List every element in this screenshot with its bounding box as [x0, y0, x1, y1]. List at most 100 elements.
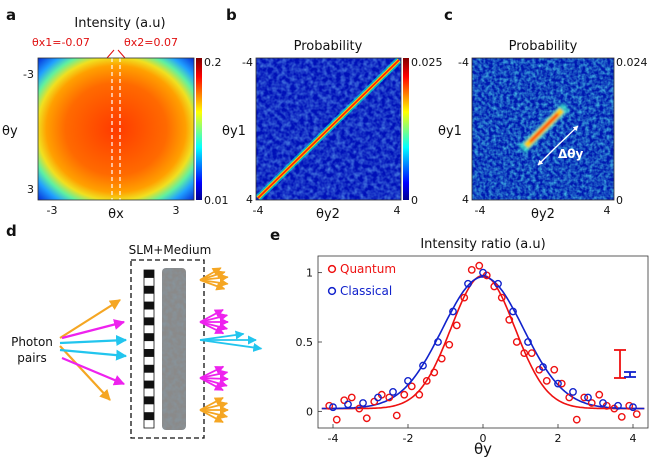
panel-letter-d: d — [6, 222, 17, 240]
panel-c-cbar-max: 0.024 — [616, 56, 648, 69]
panel-a-title: Intensity (a.u) — [74, 16, 165, 31]
data-point-classical — [419, 361, 427, 370]
panel-b-xlabel: θy2 — [316, 207, 340, 222]
data-point-classical — [569, 388, 577, 396]
incoming-beam-orange — [59, 345, 111, 401]
data-point-quantum — [370, 397, 379, 406]
slm-pixel — [144, 364, 154, 373]
theta-x2-label: θx2=0.07 — [124, 36, 178, 49]
legend-label-quantum: Quantum — [340, 262, 396, 276]
data-point-classical — [599, 399, 607, 407]
x-tick-label: -2 — [403, 432, 414, 445]
panel-letter-c: c — [444, 6, 453, 24]
legend-label-classical: Classical — [340, 284, 392, 298]
error-bar-quantum — [614, 349, 626, 379]
data-point-classical — [539, 363, 547, 371]
theta-x1-label: θx1=-0.07 — [32, 36, 90, 49]
data-point-quantum — [520, 349, 529, 357]
incoming-beam-cyan — [59, 334, 128, 346]
panel-b-ytick-bottom: 4 — [246, 193, 253, 206]
data-point-classical — [554, 379, 562, 388]
data-point-classical — [509, 307, 517, 316]
data-point-quantum — [617, 413, 626, 421]
data-point-classical — [524, 338, 532, 346]
panel-c-xlabel: θy2 — [531, 207, 555, 222]
panel-e-chart: Intensity ratio (a.u) -4 -2 0 2 4 0 0.5 1 θy Qu… — [296, 237, 649, 458]
slm-pixel — [144, 412, 154, 421]
data-point-classical — [494, 279, 502, 288]
panel-c-title: Probability — [509, 39, 578, 54]
scattered-beam-magenta — [199, 309, 224, 323]
incoming-beam-orange — [59, 299, 121, 339]
slm-pixel — [144, 380, 154, 389]
scattered-beam-cyan — [199, 339, 263, 352]
panel-letter-a: a — [6, 6, 16, 24]
slm-pixel — [144, 396, 154, 405]
data-point-quantum — [437, 354, 446, 363]
medium-box — [130, 259, 205, 439]
panel-c-ytick-top: -4 — [458, 56, 469, 69]
data-point-quantum — [407, 382, 416, 391]
incoming-beam-cyan — [59, 348, 128, 361]
panel-a-colorbar — [196, 58, 202, 200]
data-point-quantum — [595, 390, 604, 399]
data-point-quantum — [587, 399, 596, 407]
data-point-quantum — [400, 390, 409, 399]
panel-b-colorbar — [403, 58, 409, 200]
y-tick-label: 0.5 — [296, 336, 314, 349]
incoming-beams — [59, 299, 128, 401]
x-tick-label: 4 — [630, 432, 637, 445]
panel-b-cbar-min: 0 — [411, 194, 418, 207]
photon-pairs-label-1: Photon — [11, 335, 53, 349]
x-tick-label: 2 — [555, 432, 562, 445]
chart-axes: -4 -2 0 2 4 0 0.5 1 — [296, 267, 637, 445]
legend-marker-quantum — [327, 264, 337, 274]
data-point-quantum — [332, 415, 341, 424]
scattered-beam-magenta — [199, 377, 224, 391]
chart-plot-area — [317, 255, 649, 429]
data-point-classical — [404, 376, 412, 385]
data-point-classical — [374, 393, 382, 402]
panel-d: SLM+Medium Photon pairs — [11, 243, 263, 439]
panel-c-ytick-bottom: 4 — [462, 193, 469, 206]
data-point-quantum — [452, 321, 461, 330]
chart-xlabel: θy — [474, 440, 492, 458]
scattered-beam-orange — [199, 397, 224, 411]
panel-a: Intensity (a.u) θx1=-0.07 θx2=0.07 0.2 0… — [2, 16, 229, 222]
data-point-classical — [434, 338, 442, 346]
photon-pairs-label-2: pairs — [17, 351, 47, 365]
slm-pixel — [144, 349, 154, 357]
delta-theta-arrow-down — [537, 147, 556, 166]
data-point-quantum — [460, 293, 469, 302]
data-point-classical — [629, 403, 637, 412]
legend-marker-classical — [327, 286, 337, 296]
panel-b-ylabel: θy1 — [222, 124, 246, 139]
slm-pixel — [144, 301, 154, 310]
data-point-quantum — [340, 396, 349, 405]
scattered-beam-orange — [199, 409, 224, 423]
data-point-classical — [449, 307, 457, 316]
data-point-quantum — [467, 265, 476, 274]
scattered-beam-orange — [199, 273, 229, 283]
data-point-quantum — [505, 315, 514, 324]
data-point-classical — [359, 399, 367, 407]
data-point-quantum — [497, 293, 506, 302]
scattered-beam-cyan — [199, 330, 245, 341]
y-tick-label: 1 — [306, 267, 313, 280]
panel-b-xtick-left: -4 — [253, 204, 264, 217]
panel-c-xtick-left: -4 — [475, 204, 486, 217]
slm-pixel — [144, 333, 154, 342]
data-point-classical — [614, 401, 622, 410]
data-point-quantum — [557, 379, 566, 388]
panel-c-xtick-right: 4 — [604, 204, 611, 217]
data-point-quantum — [445, 340, 454, 349]
panel-b-cbar-max: 0.025 — [411, 56, 443, 69]
y-tick-label: 0 — [306, 405, 313, 418]
slm-medium-label: SLM+Medium — [129, 243, 212, 257]
scattered-beam-magenta — [199, 321, 225, 335]
error-bar-classical — [624, 371, 636, 378]
chart-series — [325, 261, 641, 424]
panel-b-title: Probability — [294, 39, 363, 54]
panel-c: Probability Δθy 0.024 0 -4 4 θy1 -4 4 θy… — [438, 39, 648, 222]
